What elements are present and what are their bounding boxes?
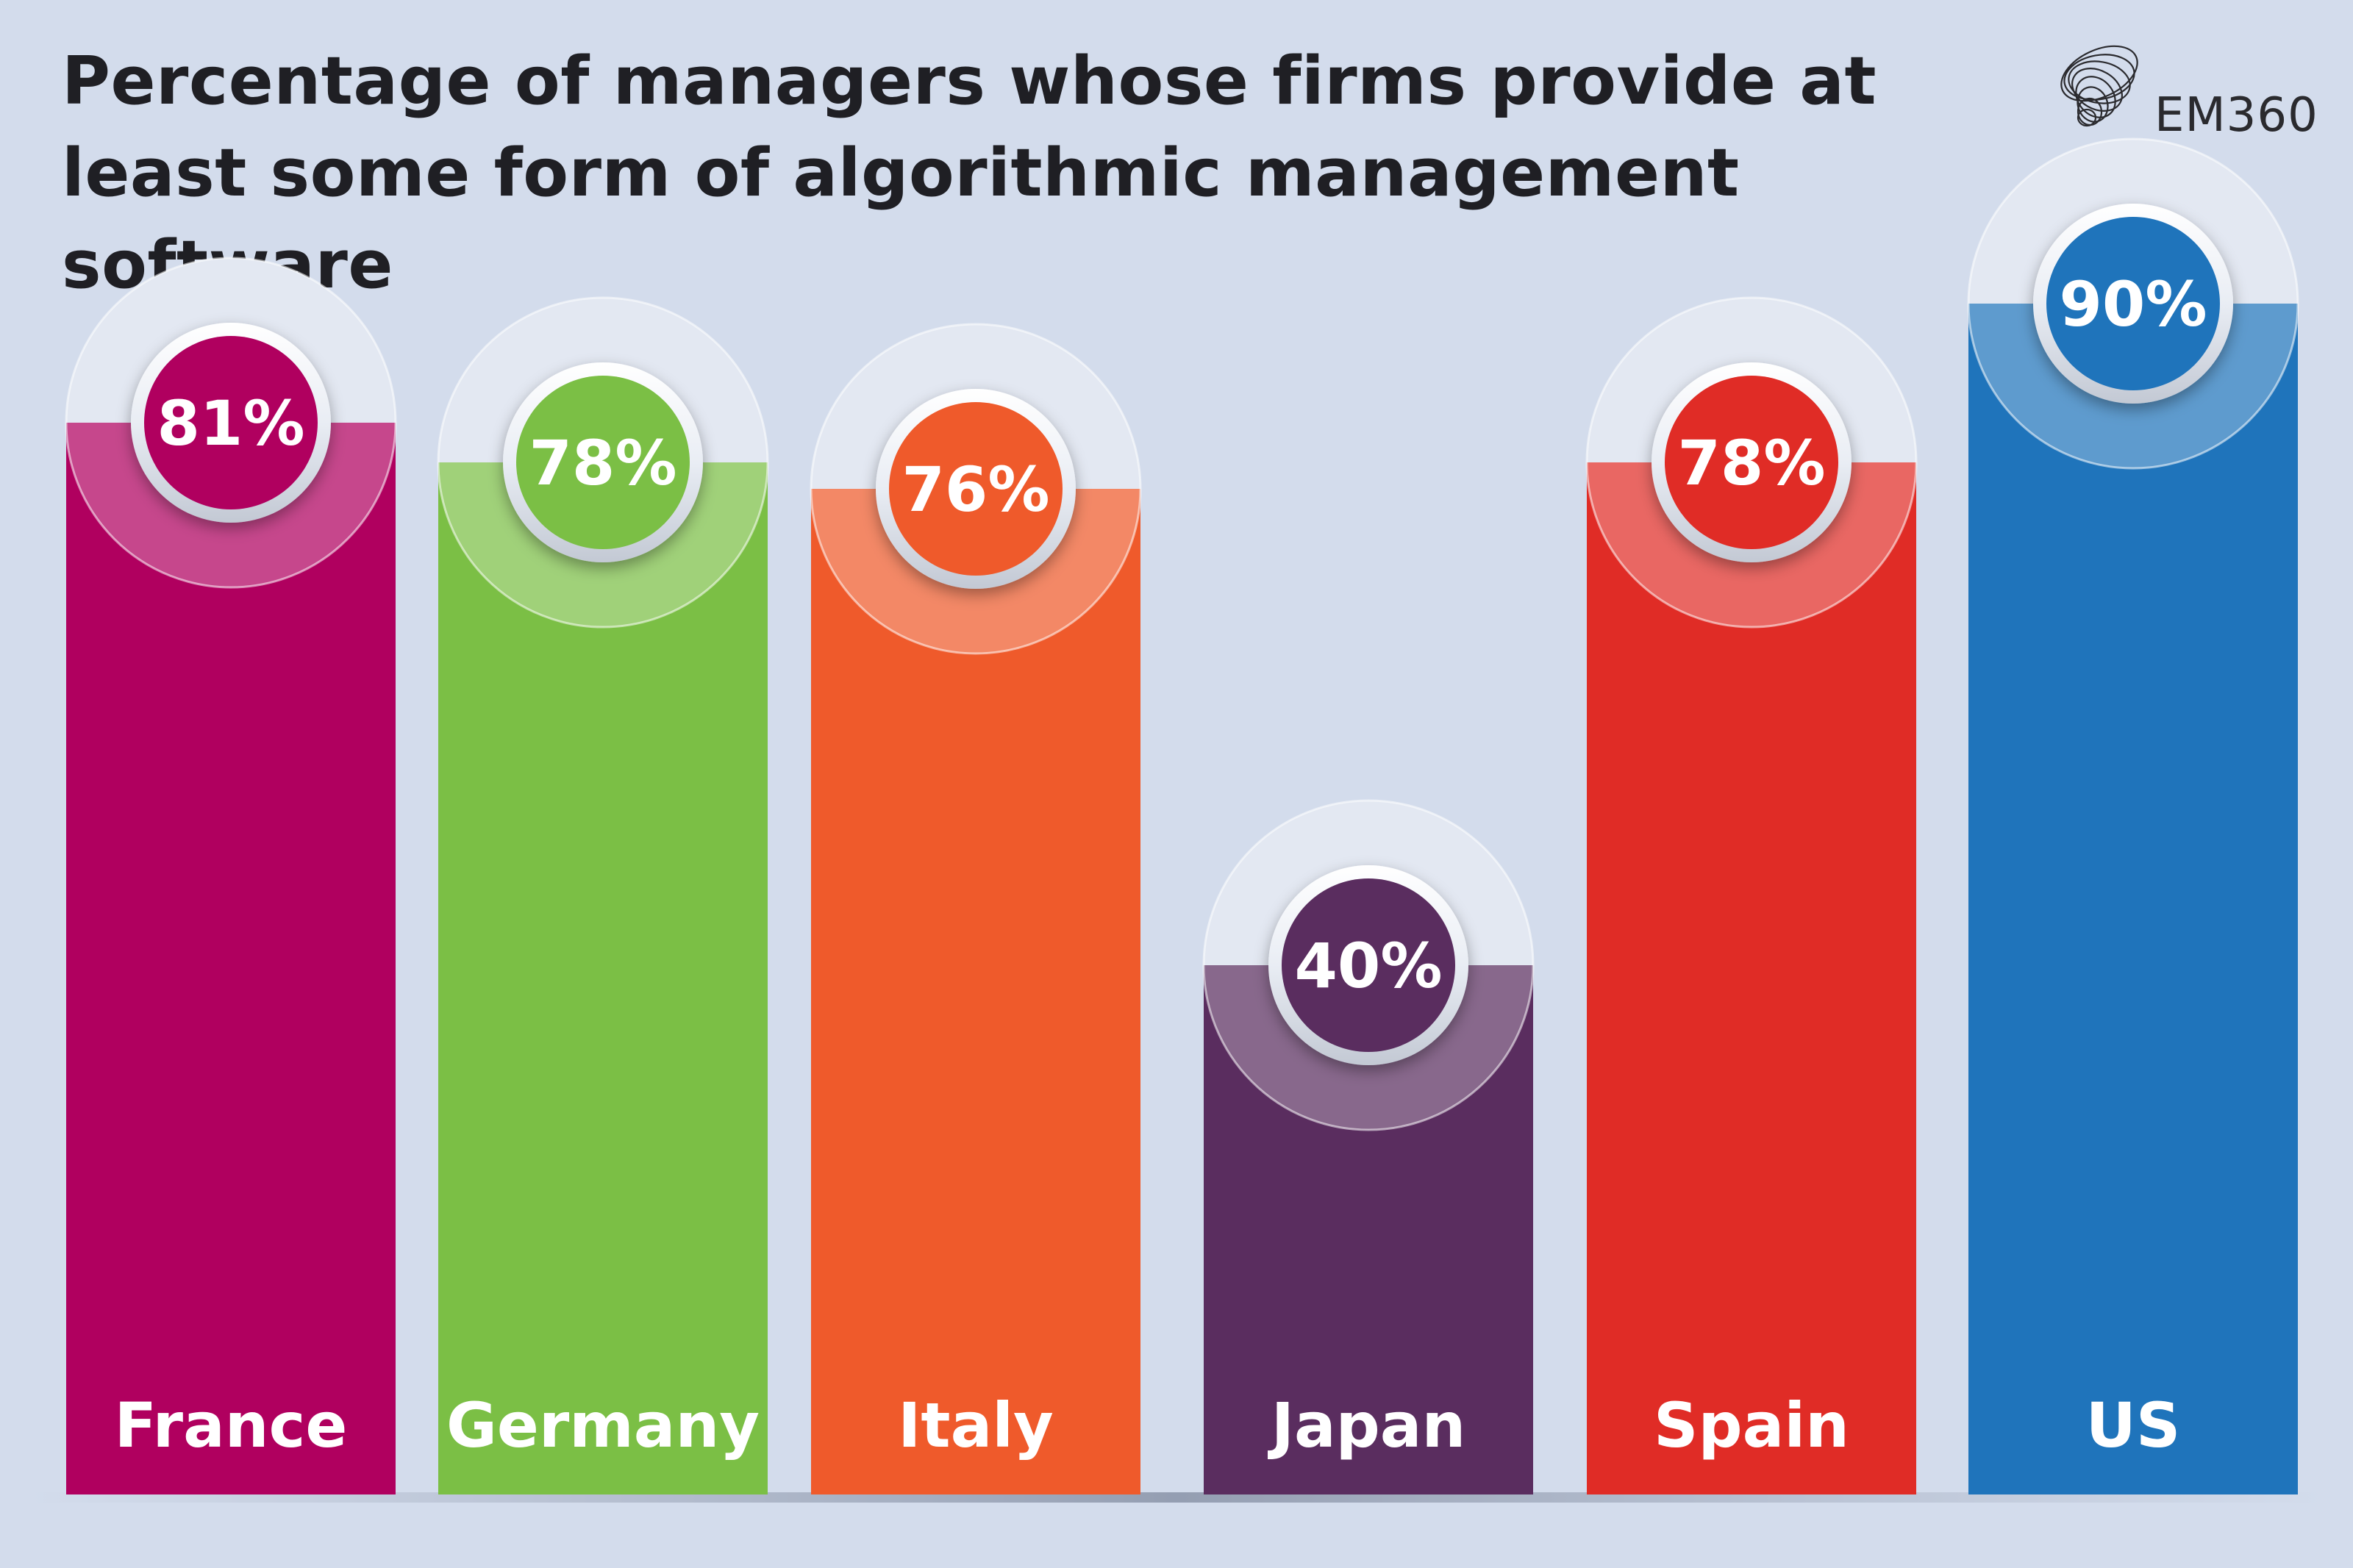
badge-inner bbox=[889, 402, 1063, 576]
category-label: Germany bbox=[446, 1389, 760, 1461]
bar-group: 78% Germany bbox=[437, 296, 769, 1494]
badge-halo-outline bbox=[1585, 296, 1918, 629]
value-label: 90% bbox=[2059, 268, 2207, 340]
badge-inner bbox=[1282, 878, 1455, 1052]
em360-logo: EM360 bbox=[2044, 22, 2324, 169]
value-label: 78% bbox=[1677, 427, 1825, 499]
bar bbox=[1587, 462, 1916, 1494]
bar-group: 90% US bbox=[1967, 137, 2299, 1494]
badge-halo-outline bbox=[65, 257, 397, 589]
badge-inner bbox=[516, 376, 690, 549]
bar-group: 76% Italy bbox=[810, 323, 1142, 1494]
badge-halo-outline bbox=[1967, 137, 2299, 470]
bar-group: 78% Spain bbox=[1585, 296, 1918, 1494]
category-label: Japan bbox=[1268, 1389, 1466, 1461]
value-label: 76% bbox=[901, 454, 1049, 526]
category-label: France bbox=[115, 1389, 348, 1461]
bar bbox=[66, 423, 396, 1494]
category-label: Spain bbox=[1654, 1389, 1849, 1461]
bar bbox=[1968, 304, 2298, 1494]
category-label: US bbox=[2086, 1389, 2181, 1461]
badge-inner bbox=[2046, 217, 2220, 390]
baseline-shadow bbox=[29, 1492, 2324, 1503]
badge-inner bbox=[1665, 376, 1838, 549]
badge-halo-outline bbox=[437, 296, 769, 629]
badge-halo-outline bbox=[1202, 799, 1535, 1131]
badge-halo-outline bbox=[810, 323, 1142, 655]
value-label: 78% bbox=[529, 427, 676, 499]
bar bbox=[811, 489, 1140, 1494]
bars-layer: 81% France 78% Germany 76% Italy 40% Japan 78% Sp… bbox=[65, 137, 2299, 1494]
bar-group: 81% France bbox=[65, 257, 397, 1494]
value-label: 81% bbox=[157, 387, 304, 459]
swirl-logo-icon bbox=[2060, 45, 2138, 127]
chart-title: Percentage of managers whose firms provi… bbox=[62, 43, 1877, 304]
badge-inner bbox=[144, 336, 318, 509]
bar-group: 40% Japan bbox=[1202, 799, 1535, 1494]
bar bbox=[438, 462, 768, 1494]
category-label: Italy bbox=[898, 1389, 1054, 1461]
value-label: 40% bbox=[1294, 930, 1442, 1002]
logo-text: EM360 bbox=[2154, 88, 2318, 143]
